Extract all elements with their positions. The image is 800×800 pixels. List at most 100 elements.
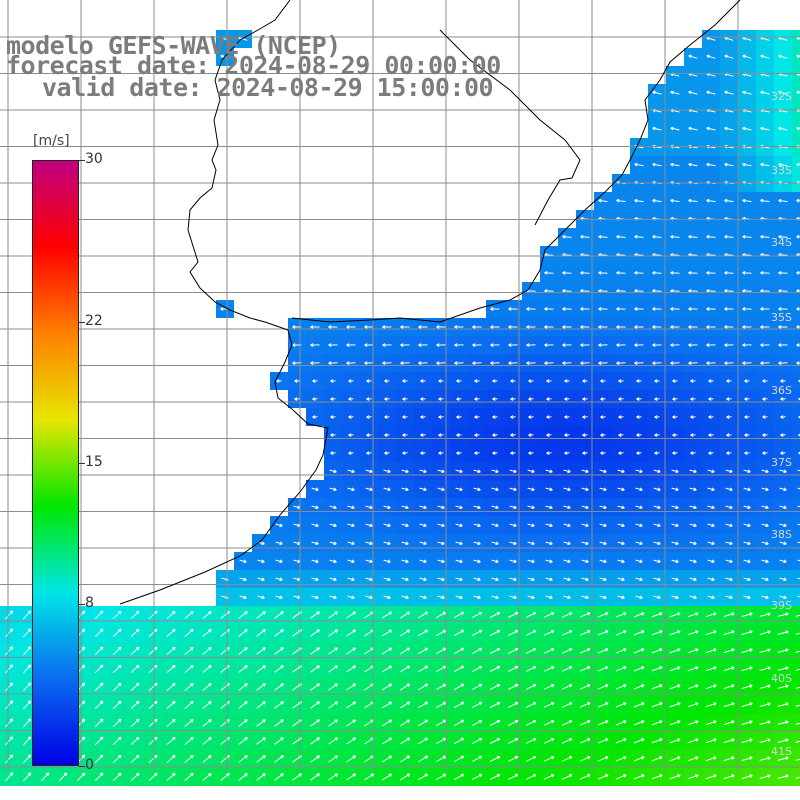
wind-arrow bbox=[202, 719, 212, 727]
wind-arrow bbox=[454, 361, 464, 365]
wind-arrow bbox=[669, 612, 681, 618]
wind-arrow bbox=[723, 774, 735, 780]
wind-arrow bbox=[579, 648, 591, 654]
wind-arrow bbox=[166, 700, 176, 709]
wind-arrow bbox=[507, 611, 519, 618]
wind-arrow bbox=[687, 648, 699, 654]
wind-arrow bbox=[762, 379, 768, 383]
wind-arrow bbox=[582, 397, 588, 401]
wind-arrow bbox=[546, 433, 552, 437]
wind-arrow bbox=[510, 451, 516, 455]
wind-arrow bbox=[419, 559, 427, 564]
wind-arrow bbox=[382, 611, 393, 619]
wind-arrow bbox=[761, 595, 769, 600]
wind-arrow bbox=[257, 559, 265, 564]
latitude-label: 32S bbox=[771, 90, 792, 103]
wind-arrow bbox=[651, 756, 663, 762]
wind-arrow bbox=[366, 379, 372, 383]
wind-arrow bbox=[615, 774, 627, 780]
wind-arrow bbox=[564, 433, 570, 437]
wind-arrow bbox=[328, 683, 338, 691]
wind-arrow bbox=[633, 666, 645, 672]
wind-arrow bbox=[507, 629, 519, 636]
wind-arrow bbox=[453, 737, 465, 745]
wind-arrow bbox=[489, 629, 501, 636]
wind-arrow bbox=[453, 701, 465, 709]
wind-arrow bbox=[706, 234, 716, 239]
wind-arrow bbox=[238, 629, 248, 637]
wind-arrow bbox=[616, 343, 626, 347]
wind-arrow bbox=[543, 756, 555, 762]
wind-arrow bbox=[184, 682, 194, 691]
wind-arrow bbox=[741, 738, 753, 744]
wind-arrow bbox=[598, 198, 608, 203]
wind-arrow bbox=[544, 325, 554, 329]
wind-speed-cell bbox=[792, 372, 800, 390]
wind-arrow bbox=[491, 505, 499, 510]
wind-arrow bbox=[706, 307, 716, 311]
wind-arrow bbox=[348, 397, 354, 401]
wind-arrow bbox=[705, 612, 717, 618]
wind-arrow bbox=[725, 559, 733, 564]
wind-arrow bbox=[528, 451, 534, 455]
wind-arrow bbox=[453, 611, 465, 619]
wind-arrow bbox=[545, 505, 553, 510]
wind-arrow bbox=[760, 234, 770, 239]
wind-arrow bbox=[652, 325, 662, 329]
latitude-label: 37S bbox=[771, 456, 792, 469]
wind-arrow bbox=[581, 505, 589, 510]
wind-arrow bbox=[347, 577, 355, 582]
wind-arrow bbox=[400, 665, 411, 673]
wind-arrow bbox=[130, 610, 140, 620]
wind-arrow bbox=[795, 740, 800, 743]
wind-arrow bbox=[707, 469, 715, 474]
wind-arrow bbox=[634, 162, 644, 167]
wind-arrow bbox=[669, 720, 681, 726]
wind-arrow bbox=[672, 397, 678, 401]
wind-arrow bbox=[688, 325, 698, 329]
wind-arrow bbox=[545, 595, 553, 600]
wind-arrow bbox=[510, 397, 516, 401]
wind-arrow bbox=[635, 541, 643, 546]
wind-arrow bbox=[615, 684, 627, 690]
wind-speed-cell bbox=[792, 534, 800, 552]
wind-arrow bbox=[669, 774, 681, 780]
wind-arrow bbox=[705, 666, 717, 672]
wind-arrow bbox=[148, 718, 158, 728]
wind-arrow bbox=[651, 666, 663, 672]
wind-arrow bbox=[707, 505, 715, 510]
wind-arrow bbox=[653, 469, 661, 474]
wind-arrow bbox=[579, 756, 591, 762]
wind-arrow bbox=[741, 684, 753, 690]
wind-arrow bbox=[491, 559, 499, 564]
wind-arrow bbox=[671, 523, 679, 528]
wind-arrow bbox=[453, 755, 465, 763]
wind-arrow bbox=[382, 647, 393, 655]
wind-arrow bbox=[527, 541, 535, 546]
wind-arrow bbox=[419, 505, 427, 510]
wind-arrow bbox=[310, 773, 320, 781]
wind-arrow bbox=[312, 397, 318, 401]
wind-arrow bbox=[472, 325, 482, 329]
wind-arrow bbox=[311, 523, 319, 528]
wind-arrow bbox=[599, 541, 607, 546]
wind-arrow bbox=[598, 234, 608, 239]
wind-arrow bbox=[581, 559, 589, 564]
wind-arrow bbox=[723, 756, 735, 762]
wind-arrow bbox=[509, 505, 517, 510]
wind-arrow bbox=[580, 325, 590, 329]
wind-arrow bbox=[239, 577, 247, 582]
wind-arrow bbox=[651, 774, 663, 780]
wind-arrow bbox=[22, 718, 32, 728]
wind-arrow bbox=[742, 234, 752, 239]
wind-arrow bbox=[762, 397, 768, 401]
wind-arrow bbox=[563, 487, 571, 492]
wind-arrow bbox=[759, 630, 771, 635]
wind-arrow bbox=[508, 307, 518, 311]
wind-arrow bbox=[527, 505, 535, 510]
wind-arrow bbox=[597, 738, 609, 744]
wind-arrow bbox=[330, 451, 336, 455]
wind-arrow bbox=[329, 541, 337, 546]
wind-arrow bbox=[616, 325, 626, 329]
wind-arrow bbox=[76, 772, 86, 782]
